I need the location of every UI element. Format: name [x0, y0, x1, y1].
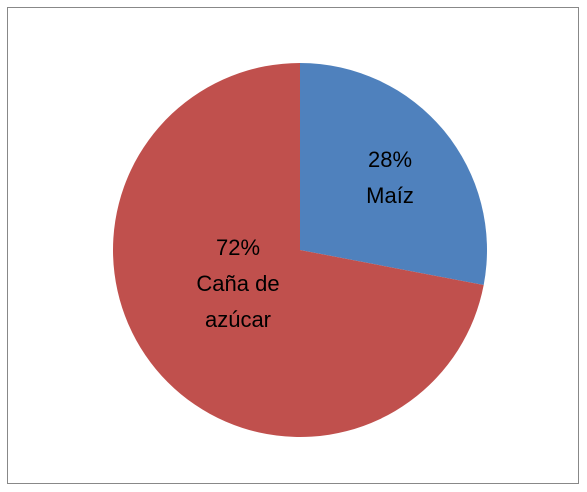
value-label: 72% — [215, 235, 261, 260]
slice-label: 28% Maíz — [325, 142, 455, 214]
category-label: Caña de azúcar — [196, 271, 280, 332]
category-label: Maíz — [366, 183, 414, 208]
slice-label: 72% Caña de azúcar — [183, 230, 293, 338]
pie-slice — [300, 63, 487, 286]
value-label: 28% — [367, 147, 413, 172]
chart-frame — [7, 7, 579, 484]
pie-slice — [112, 63, 484, 437]
